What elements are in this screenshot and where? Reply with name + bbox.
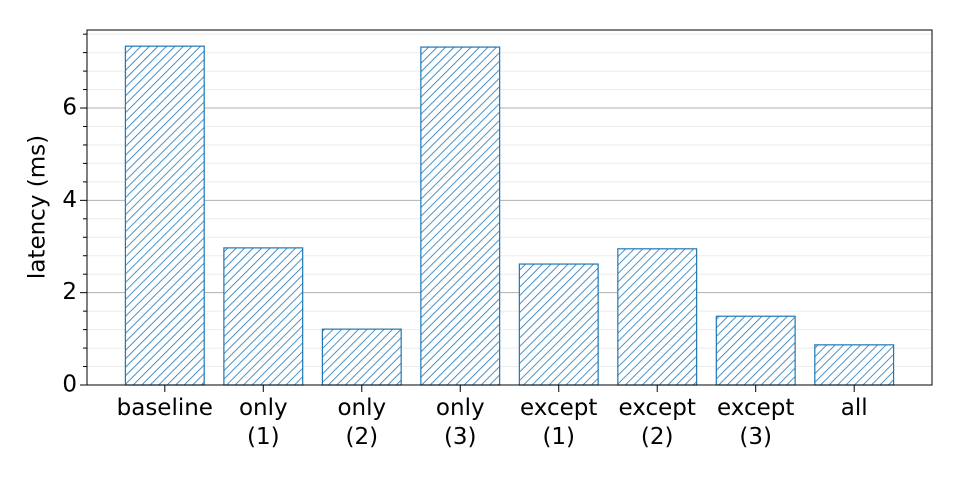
bar xyxy=(518,263,599,386)
bar xyxy=(617,248,698,386)
bar xyxy=(321,328,402,386)
x-tick-label: except (1) xyxy=(520,395,597,450)
y-tick-label: 4 xyxy=(62,187,77,213)
y-tick-label: 6 xyxy=(62,95,77,121)
bar xyxy=(715,315,796,386)
x-tick-label: only (3) xyxy=(436,395,485,450)
bar xyxy=(420,46,501,386)
bar xyxy=(814,344,895,386)
y-tick-label: 2 xyxy=(62,279,77,305)
y-axis-label: latency (ms) xyxy=(25,135,51,279)
x-tick-label: only (1) xyxy=(239,395,288,450)
bar xyxy=(124,45,205,386)
y-tick-label: 0 xyxy=(62,372,77,398)
x-tick-label: only (2) xyxy=(337,395,386,450)
plot-frame xyxy=(86,29,933,386)
x-tick-label: baseline xyxy=(117,395,213,421)
x-tick-label: except (3) xyxy=(717,395,794,450)
x-tick-label: except (2) xyxy=(619,395,696,450)
x-tick-label: all xyxy=(841,395,868,421)
bar xyxy=(223,247,304,386)
